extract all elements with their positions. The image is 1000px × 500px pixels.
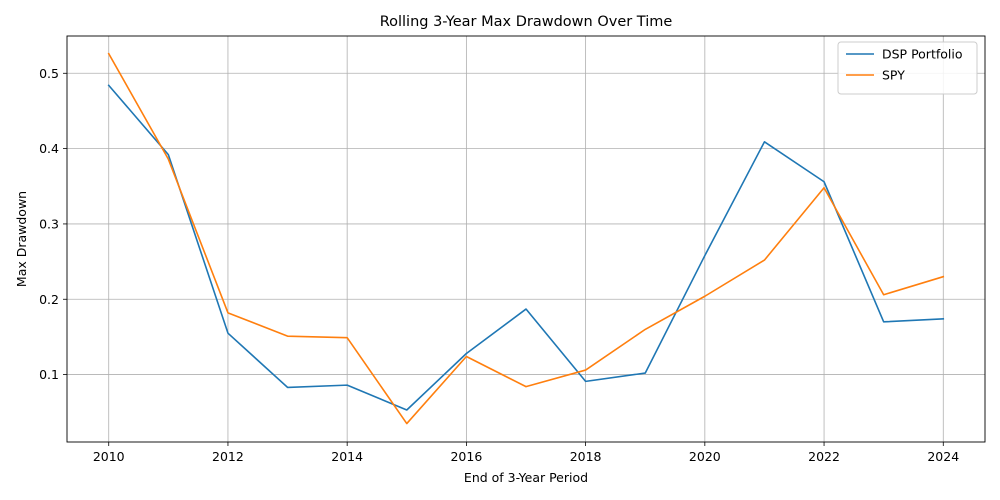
- y-axis-label: Max Drawdown: [14, 191, 29, 287]
- chart-title: Rolling 3-Year Max Drawdown Over Time: [380, 14, 673, 30]
- ticks: 2010 2012 2014 2016 2018 2020 2022 2024 0.1 0.2 0.…: [39, 66, 959, 464]
- legend-box: [837, 41, 978, 95]
- y-tick-label: 0.3: [39, 216, 59, 231]
- x-tick-label: 2014: [331, 449, 363, 464]
- y-tick-label: 0.4: [39, 141, 59, 156]
- x-tick-label: 2022: [808, 449, 840, 464]
- x-axis-label: End of 3-Year Period: [464, 470, 588, 485]
- legend-label: SPY: [882, 68, 905, 83]
- y-tick-label: 0.1: [39, 367, 59, 382]
- x-tick-label: 2010: [93, 449, 125, 464]
- x-tick-label: 2024: [927, 449, 959, 464]
- y-tick-label: 0.5: [39, 66, 59, 81]
- series-line-0: [107, 84, 945, 411]
- x-tick-label: 2020: [689, 449, 721, 464]
- x-tick-label: 2012: [212, 449, 244, 464]
- series-line-1: [107, 52, 945, 425]
- plot-area: [66, 35, 986, 443]
- y-tick-label: 0.2: [39, 292, 59, 307]
- legend-label: DSP Portfolio: [882, 47, 963, 62]
- series-lines: [107, 52, 945, 425]
- x-tick-label: 2016: [450, 449, 482, 464]
- x-tick-label: 2018: [570, 449, 602, 464]
- grid: [67, 36, 985, 442]
- legend: DSP Portfolio SPY: [837, 41, 978, 95]
